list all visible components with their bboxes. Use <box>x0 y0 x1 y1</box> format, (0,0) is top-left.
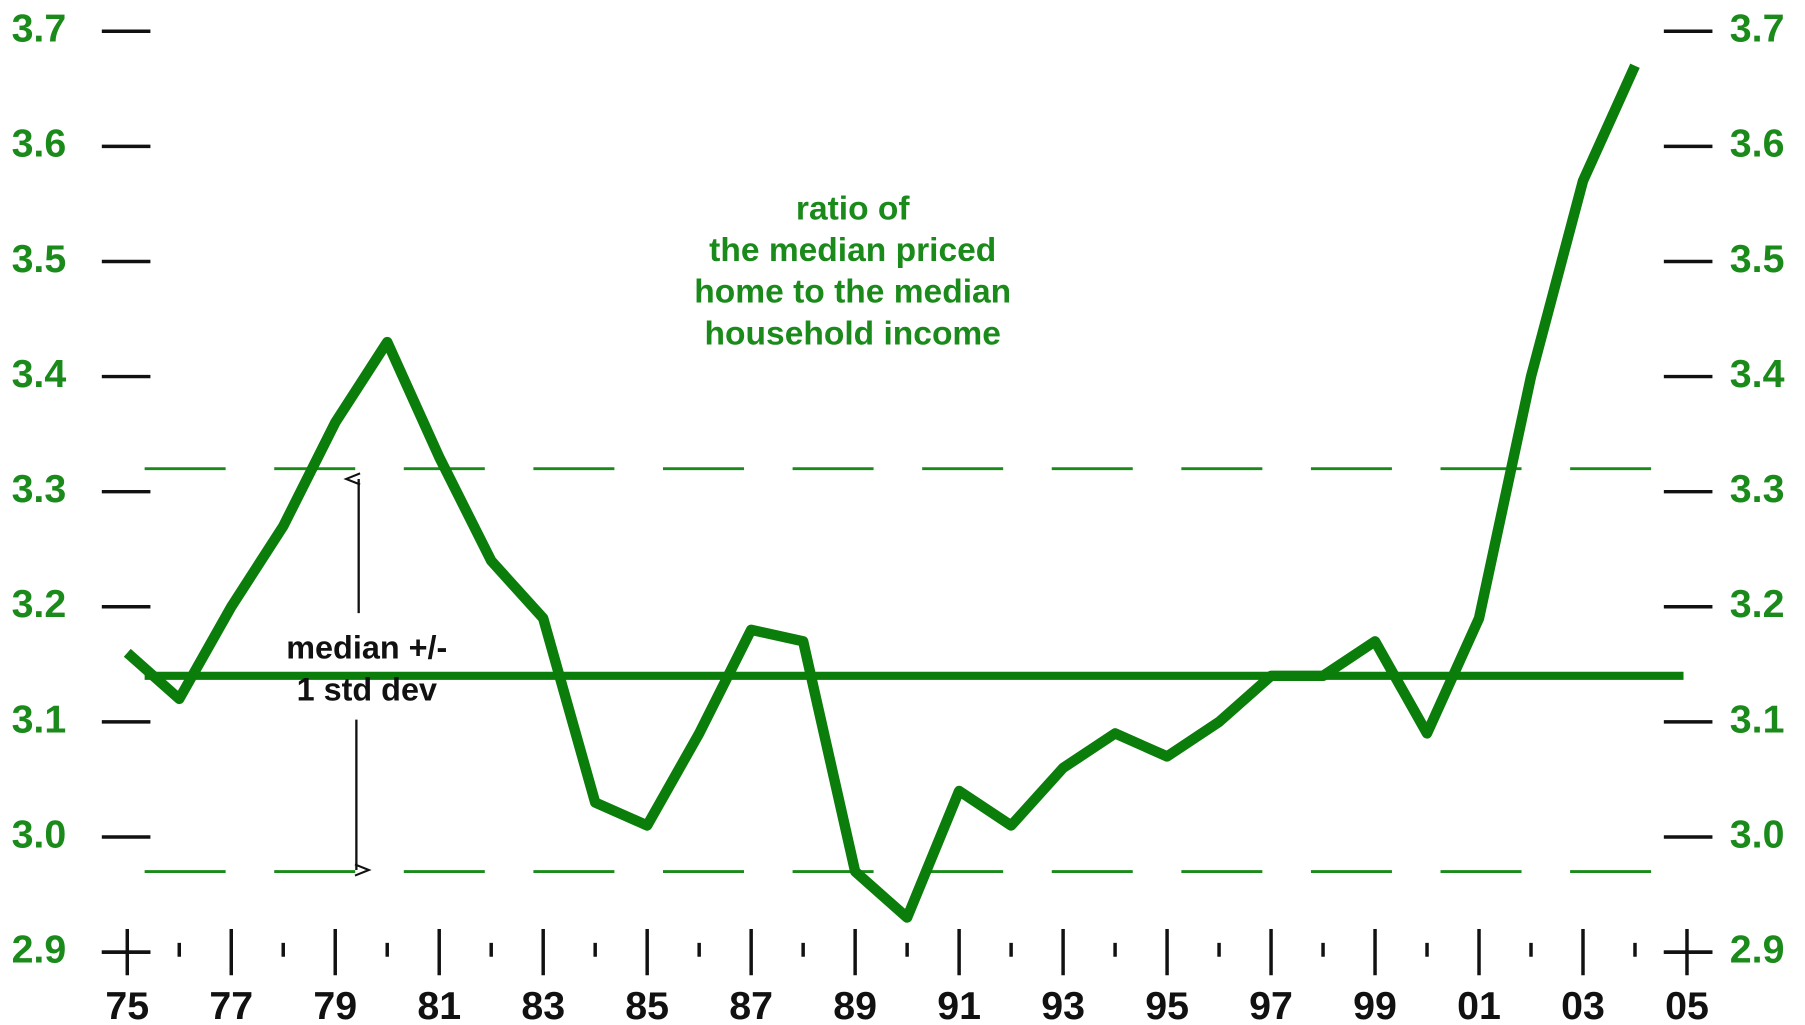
y2-tick-label: 3.3 <box>1730 467 1785 511</box>
y2-tick-label: 3.0 <box>1730 812 1785 856</box>
y2-tick-label: 3.7 <box>1730 7 1785 51</box>
band-label: 1 std dev <box>297 671 437 707</box>
y-tick-label: 3.5 <box>12 237 67 281</box>
x-tick-label: 89 <box>833 984 877 1025</box>
y2-tick-label: 3.5 <box>1730 237 1785 281</box>
x-tick-label: 81 <box>417 984 461 1025</box>
y-tick-label: 3.1 <box>12 697 67 741</box>
x-tick-label: 93 <box>1041 984 1085 1025</box>
y2-tick-label: 3.2 <box>1730 582 1785 626</box>
y-tick-label: 3.7 <box>12 7 67 51</box>
y2-tick-label: 2.9 <box>1730 928 1785 972</box>
y-tick-label: 3.3 <box>12 467 67 511</box>
annotation: household income <box>705 315 1001 352</box>
y2-tick-label: 3.1 <box>1730 697 1785 741</box>
y-tick-label: 3.0 <box>12 812 67 856</box>
band-label: median +/- <box>286 630 447 666</box>
x-tick-label: 75 <box>105 984 149 1025</box>
annotation: ratio of <box>796 190 911 227</box>
y-tick-label: 3.2 <box>12 582 67 626</box>
x-tick-label: 03 <box>1561 984 1605 1025</box>
y-tick-label: 2.9 <box>12 928 67 972</box>
x-tick-label: 91 <box>937 984 981 1025</box>
x-tick-label: 05 <box>1665 984 1709 1025</box>
y2-tick-label: 3.6 <box>1730 122 1785 166</box>
annotation: the median priced <box>709 232 996 269</box>
x-tick-label: 85 <box>625 984 669 1025</box>
y2-tick-label: 3.4 <box>1730 352 1785 396</box>
x-tick-label: 97 <box>1249 984 1293 1025</box>
y-tick-label: 3.6 <box>12 122 67 166</box>
x-tick-label: 83 <box>521 984 565 1025</box>
x-tick-label: 01 <box>1457 984 1501 1025</box>
data-line <box>123 63 1640 923</box>
x-tick-label: 79 <box>313 984 357 1025</box>
x-tick-label: 99 <box>1353 984 1397 1025</box>
x-tick-label: 77 <box>209 984 253 1025</box>
y-tick-label: 3.4 <box>12 352 67 396</box>
annotation: home to the median <box>694 274 1011 311</box>
x-tick-label: 95 <box>1145 984 1189 1025</box>
x-tick-label: 87 <box>729 984 773 1025</box>
